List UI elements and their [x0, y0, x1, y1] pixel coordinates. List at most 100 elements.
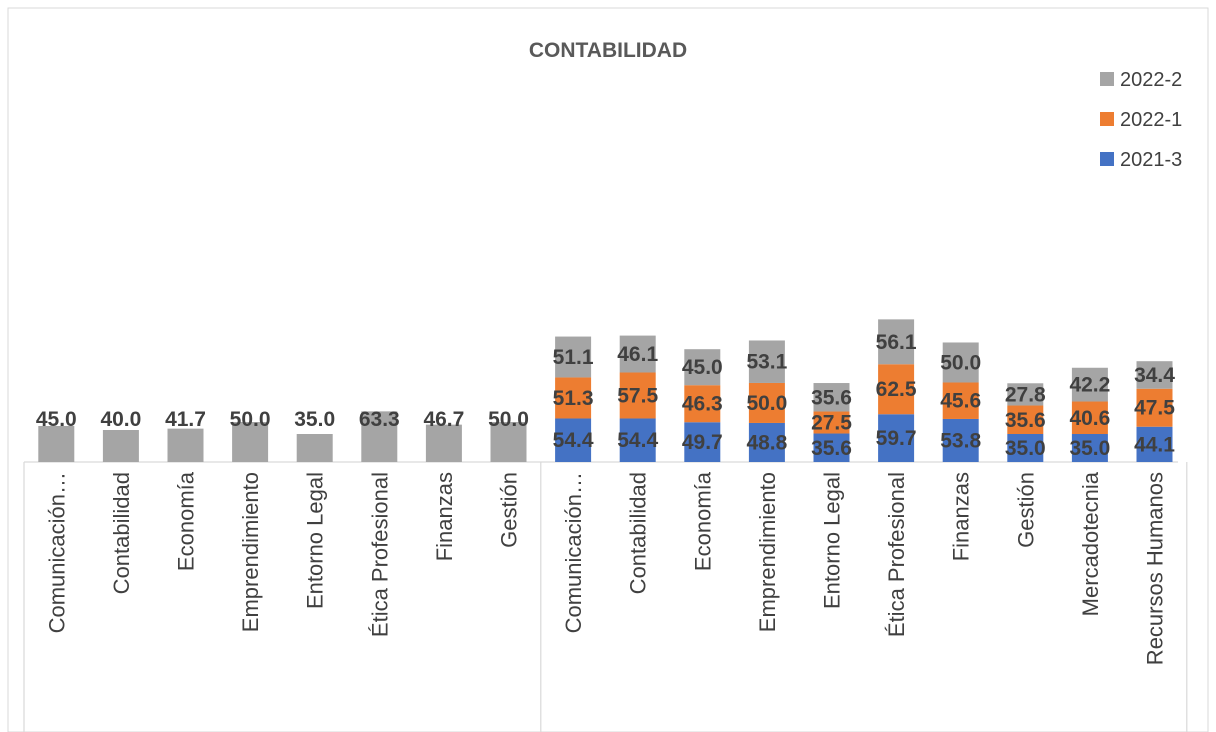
bar-2022-2 — [102, 430, 139, 462]
category-tick-label: Economía — [174, 471, 199, 571]
bar-2021-3 — [555, 418, 592, 462]
bar-2022-2 — [38, 426, 75, 462]
bar-2022-2 — [748, 340, 785, 383]
bar-2021-3 — [684, 422, 721, 462]
legend-swatch-2022-1 — [1100, 112, 1114, 126]
category-tick-label: Ética Profesional — [884, 472, 909, 637]
bar-2022-2 — [232, 422, 269, 462]
bar-2022-1 — [1071, 401, 1108, 434]
bar-2021-3 — [942, 418, 979, 462]
bar-2021-3 — [813, 433, 850, 462]
data-label: 50.0 — [488, 408, 529, 431]
data-label: 49.7 — [682, 431, 723, 454]
category-tick-label: Entorno Legal — [820, 472, 845, 609]
data-label: 50.0 — [746, 392, 787, 415]
bar-2022-2 — [167, 428, 204, 462]
bar-2022-1 — [813, 411, 850, 434]
category-tick-label: Comunicación… — [44, 472, 69, 633]
data-label: 53.8 — [940, 429, 981, 452]
bar-2022-1 — [942, 382, 979, 419]
category-tick-label: Mercadotecnia — [1078, 471, 1103, 616]
bar-2021-3 — [748, 422, 785, 462]
bar-2022-2 — [684, 349, 721, 386]
data-label: 27.5 — [811, 412, 852, 435]
data-label: 51.3 — [553, 387, 594, 410]
data-label: 27.8 — [1005, 383, 1046, 406]
data-label: 57.5 — [617, 384, 658, 407]
data-label: 46.1 — [617, 343, 658, 366]
category-tick-label: Ética Profesional — [367, 472, 392, 637]
bar-2022-1 — [748, 382, 785, 423]
data-label: 59.7 — [876, 427, 917, 450]
chart-area-border — [7, 7, 1209, 732]
category-tick-label: Economía — [690, 471, 715, 571]
legend-label: 2021-3 — [1120, 149, 1182, 171]
bar-2022-2 — [555, 336, 592, 378]
data-label: 34.4 — [1134, 364, 1175, 387]
legend-label: 2022-2 — [1120, 69, 1182, 91]
data-label: 41.7 — [165, 408, 206, 431]
chart-title: CONTABILIDAD — [529, 39, 687, 62]
data-label: 62.5 — [876, 378, 917, 401]
bar-2022-2 — [878, 319, 915, 365]
bar-2022-1 — [684, 385, 721, 423]
data-label: 51.1 — [553, 346, 594, 369]
bar-2021-3 — [878, 414, 915, 462]
plot-area: 45.0 Comunicación… 40.0 Contabilidad 41.7 Eco… — [23, 319, 1188, 732]
bar-2021-3 — [1007, 434, 1044, 462]
category-tick-label: Recursos Humanos — [1143, 472, 1168, 665]
category-tick-label: Finanzas — [432, 472, 457, 561]
category-tick-label: Gestión — [1013, 472, 1038, 548]
legend-swatch-2022-2 — [1100, 72, 1114, 86]
data-label: 46.3 — [682, 393, 723, 416]
category-tick-label: Contabilidad — [109, 472, 134, 594]
category-tick-label: Finanzas — [949, 472, 974, 561]
legend: 2022-2 2022-1 2021-3 — [1100, 69, 1182, 171]
bar-2021-3 — [1071, 434, 1108, 462]
data-label: 40.6 — [1069, 407, 1110, 430]
data-label: 44.1 — [1134, 433, 1175, 456]
bar-2022-2 — [942, 342, 979, 383]
category-tick-label: Gestión — [497, 472, 522, 548]
data-label: 45.0 — [682, 356, 723, 379]
data-label: 35.0 — [294, 408, 335, 431]
bar-2021-3 — [619, 418, 656, 462]
data-label: 50.0 — [940, 351, 981, 374]
data-label: 42.2 — [1069, 374, 1110, 397]
bar-2022-1 — [619, 372, 656, 419]
category-tick-label: Entorno Legal — [303, 472, 328, 609]
category-tick-label: Contabilidad — [626, 472, 651, 594]
bar-2022-2 — [361, 411, 398, 462]
category-tick-label: Comunicación… — [561, 472, 586, 633]
data-label: 50.0 — [230, 408, 271, 431]
bar-2022-2 — [490, 422, 527, 462]
bar-2022-2 — [425, 424, 462, 462]
data-label: 40.0 — [100, 408, 141, 431]
data-label: 54.4 — [553, 429, 594, 452]
data-label: 35.0 — [1069, 437, 1110, 460]
bar-2022-2 — [813, 383, 850, 412]
data-label: 45.0 — [36, 408, 77, 431]
data-label: 54.4 — [617, 429, 658, 452]
data-label: 47.5 — [1134, 397, 1175, 420]
category-tick-label: Emprendimiento — [238, 472, 263, 632]
bar-2022-2 — [1071, 367, 1108, 402]
data-label: 35.6 — [811, 437, 852, 460]
legend-swatch-2021-3 — [1100, 152, 1114, 166]
bar-2021-3 — [1136, 426, 1173, 462]
data-label: 35.0 — [1005, 437, 1046, 460]
bar-2022-1 — [1136, 388, 1173, 427]
category-tick-label: Emprendimiento — [755, 472, 780, 632]
bar-2022-2 — [619, 335, 656, 373]
data-label: 35.6 — [1005, 409, 1046, 432]
bar-2022-1 — [555, 377, 592, 419]
data-label: 35.6 — [811, 386, 852, 409]
data-label: 63.3 — [359, 408, 400, 431]
data-label: 46.7 — [423, 408, 464, 431]
data-label: 48.8 — [746, 431, 787, 454]
bar-2022-1 — [1007, 405, 1044, 434]
bar-2022-1 — [878, 364, 915, 415]
bar-2022-2 — [296, 434, 333, 462]
